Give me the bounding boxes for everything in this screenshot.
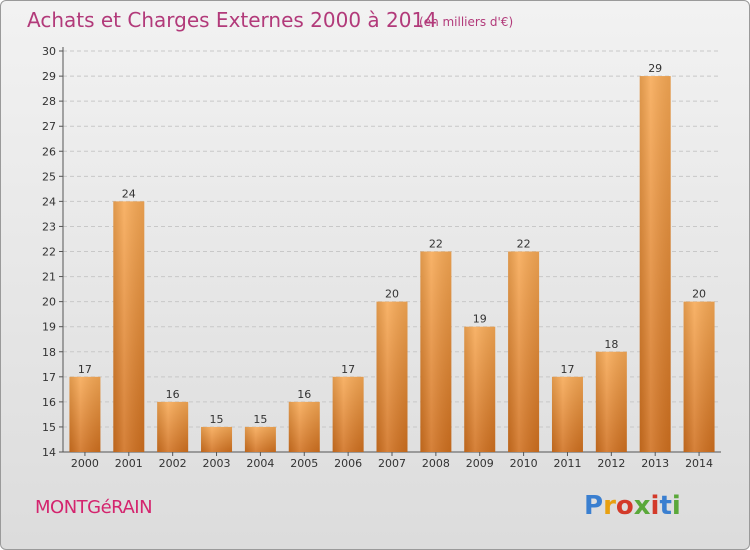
bar-shade-2012 xyxy=(595,351,627,452)
bar-shade-2011 xyxy=(551,376,583,452)
x-tick-label: 2011 xyxy=(553,457,581,470)
y-tick-label: 19 xyxy=(42,321,56,334)
x-tick-label: 2005 xyxy=(290,457,318,470)
bar-shade-2009 xyxy=(464,326,496,452)
y-tick-label: 16 xyxy=(42,396,56,409)
bar-shade-2005 xyxy=(288,401,320,452)
bar-value-label: 17 xyxy=(560,363,574,376)
bar-layer: 17 24 16 15 15 16 17 20 22 19 22 17 18 29 20 xyxy=(69,62,715,452)
y-tick-label: 25 xyxy=(42,170,56,183)
x-tick-label: 2003 xyxy=(203,457,231,470)
y-tick-label: 22 xyxy=(42,246,56,259)
bar-shade-2014 xyxy=(683,301,715,452)
bar-shade-2013 xyxy=(639,76,671,452)
x-tick-label: 2009 xyxy=(466,457,494,470)
y-tick-label: 23 xyxy=(42,220,56,233)
bar-value-label: 22 xyxy=(517,238,531,251)
bar-shade-2000 xyxy=(69,376,101,452)
bar-shade-2001 xyxy=(113,201,145,452)
bar-value-label: 16 xyxy=(297,388,311,401)
x-tick-label: 2010 xyxy=(510,457,538,470)
bar-value-label: 18 xyxy=(604,338,618,351)
x-tick-label: 2014 xyxy=(685,457,713,470)
y-tick-label: 24 xyxy=(42,195,56,208)
y-tick-label: 18 xyxy=(42,346,56,359)
bar-shade-2004 xyxy=(244,426,276,452)
bar-value-label: 29 xyxy=(648,62,662,75)
x-tick-label: 2004 xyxy=(246,457,274,470)
x-tick-label: 2002 xyxy=(159,457,187,470)
bar-shade-2010 xyxy=(508,251,540,452)
x-tick-label: 2008 xyxy=(422,457,450,470)
bar-value-label: 20 xyxy=(692,288,706,301)
bar-value-label: 17 xyxy=(341,363,355,376)
x-tick-label: 2006 xyxy=(334,457,362,470)
bar-value-label: 24 xyxy=(122,187,136,200)
y-tick-label: 20 xyxy=(42,296,56,309)
y-tick-label: 30 xyxy=(42,45,56,58)
bar-value-label: 20 xyxy=(385,288,399,301)
bar-shade-2002 xyxy=(157,401,189,452)
y-tick-label: 21 xyxy=(42,271,56,284)
x-tick-label: 2001 xyxy=(115,457,143,470)
bar-value-label: 15 xyxy=(210,413,224,426)
axis-layer: 14 15 16 17 18 19 20 21 22 23 24 25 26 27 28 29 30 2000 20… xyxy=(42,45,721,470)
proxiti-logo: Proxiti xyxy=(584,491,681,521)
bar-value-label: 17 xyxy=(78,363,92,376)
x-tick-label: 2007 xyxy=(378,457,406,470)
y-tick-label: 15 xyxy=(42,421,56,434)
bar-value-label: 16 xyxy=(166,388,180,401)
x-tick-label: 2013 xyxy=(641,457,669,470)
bar-shade-2006 xyxy=(332,376,364,452)
chart-subtitle: (en milliers d'€) xyxy=(419,15,514,29)
city-name: MONTGéRAIN xyxy=(35,497,153,518)
y-tick-label: 26 xyxy=(42,145,56,158)
x-tick-label: 2012 xyxy=(597,457,625,470)
bar-shade-2007 xyxy=(376,301,408,452)
chart-title: Achats et Charges Externes 2000 à 2014 xyxy=(27,8,437,32)
bar-shade-2008 xyxy=(420,251,452,452)
bar-shade-2003 xyxy=(201,426,233,452)
bar-value-label: 22 xyxy=(429,238,443,251)
y-tick-label: 17 xyxy=(42,371,56,384)
x-tick-label: 2000 xyxy=(71,457,99,470)
bar-value-label: 19 xyxy=(473,313,487,326)
y-tick-label: 27 xyxy=(42,120,56,133)
y-tick-label: 28 xyxy=(42,95,56,108)
y-tick-label: 29 xyxy=(42,70,56,83)
bar-value-label: 15 xyxy=(253,413,267,426)
y-tick-label: 14 xyxy=(42,446,56,459)
